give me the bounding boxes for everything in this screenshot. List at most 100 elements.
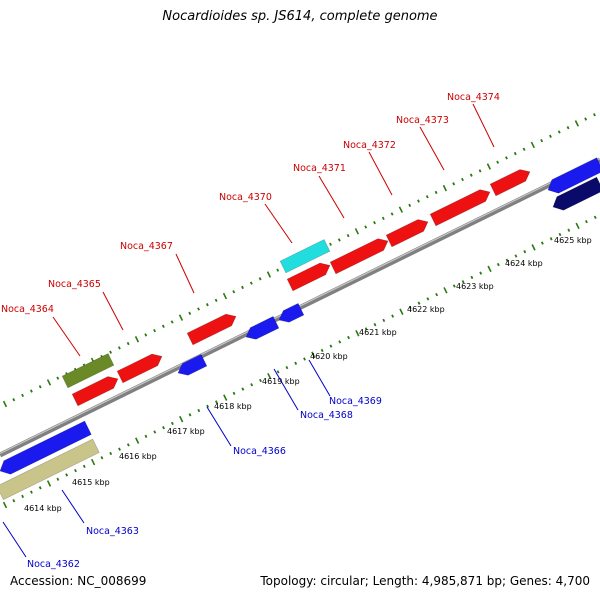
gene-label-upper[interactable]: Noca_4371: [293, 163, 346, 174]
tick-mark: [337, 238, 341, 242]
tick-mark: [329, 344, 333, 348]
accession-text: Accession: NC_008699: [10, 574, 147, 588]
tick-mark: [549, 237, 553, 241]
tick-mark: [399, 308, 404, 316]
tick-mark: [567, 228, 571, 232]
tick-mark: [391, 314, 395, 318]
tick-mark: [222, 292, 228, 300]
tick-mark: [188, 413, 192, 417]
gene-forward[interactable]: [489, 169, 531, 197]
tick-mark: [505, 156, 508, 160]
tick-mark: [197, 307, 200, 311]
lower-tick-track: [2, 215, 597, 509]
gene-forward[interactable]: [329, 238, 389, 275]
leader-line: [61, 489, 85, 524]
tick-mark: [56, 477, 60, 481]
gene-reverse[interactable]: [0, 420, 92, 475]
tick-mark: [478, 169, 482, 173]
gene-label-lower[interactable]: Noca_4362: [27, 559, 80, 570]
tick-mark: [479, 271, 483, 275]
kbp-label: 4616 kbp: [119, 452, 157, 461]
tick-mark: [347, 335, 350, 340]
gene-reverse[interactable]: [547, 157, 600, 194]
tick-mark: [425, 195, 429, 199]
map-title: Nocardioides sp. JS614, complete genome: [162, 9, 438, 24]
tick-mark: [373, 221, 376, 225]
tick-mark: [214, 298, 218, 303]
gene-forward[interactable]: [286, 262, 331, 292]
gene-label-upper[interactable]: Noca_4370: [219, 192, 272, 203]
tick-mark: [214, 400, 218, 404]
gene-label-upper[interactable]: Noca_4364: [1, 304, 54, 315]
gene-forward[interactable]: [429, 189, 491, 227]
tick-mark: [584, 219, 588, 224]
tick-mark: [144, 434, 148, 438]
tick-mark: [178, 314, 184, 321]
tick-mark: [223, 394, 228, 401]
kbp-label: 4622 kbp: [407, 305, 445, 314]
kbp-label: 4620 kbp: [310, 352, 348, 361]
gene-forward[interactable]: [71, 376, 119, 407]
gene-feature-cyan[interactable]: [279, 239, 331, 274]
gene-label-lower[interactable]: Noca_4363: [86, 526, 139, 537]
gene-reverse[interactable]: [278, 302, 305, 323]
leader-line: [273, 368, 299, 411]
kbp-label: 4624 kbp: [505, 259, 543, 268]
gene-reverse[interactable]: [245, 316, 280, 340]
gene-label-lower[interactable]: Noca_4369: [329, 396, 382, 407]
leader-line: [419, 126, 445, 171]
topology-text: Topology: circular; Length: 4,985,871 bp…: [260, 574, 590, 588]
tick-mark: [434, 190, 438, 195]
tick-mark: [126, 443, 130, 447]
leader-line: [2, 521, 27, 558]
gene-feature-rna[interactable]: [61, 353, 115, 389]
gene-feature-tan[interactable]: [0, 438, 100, 501]
kbp-label: 4618 kbp: [214, 402, 252, 411]
tick-mark: [303, 357, 306, 361]
tick-mark: [82, 464, 86, 469]
gene-forward[interactable]: [116, 353, 163, 384]
kbp-label: 4623 kbp: [456, 282, 494, 291]
tick-mark: [496, 160, 500, 164]
gene-label-upper[interactable]: Noca_4373: [396, 115, 449, 126]
kbp-label: 4617 kbp: [167, 427, 205, 436]
gene-forward[interactable]: [385, 219, 429, 248]
tick-mark: [232, 290, 236, 294]
tick-mark: [329, 242, 332, 246]
tick-mark: [496, 262, 500, 267]
gene-forward[interactable]: [186, 313, 237, 346]
leader-line: [175, 253, 195, 294]
leader-line: [102, 291, 124, 331]
tick-mark: [364, 327, 368, 331]
gene-label-upper[interactable]: Noca_4367: [120, 241, 173, 252]
gene-label-upper[interactable]: Noca_4365: [48, 279, 101, 290]
gene-label-lower[interactable]: Noca_4368: [300, 410, 353, 421]
tick-mark: [21, 494, 25, 499]
gene-label-lower[interactable]: Noca_4366: [233, 446, 286, 457]
tick-mark: [30, 490, 33, 494]
tick-mark: [354, 228, 360, 235]
gene-reverse[interactable]: [552, 176, 600, 211]
tick-mark: [12, 499, 16, 503]
gene-reverse[interactable]: [177, 353, 208, 376]
tick-mark: [523, 250, 527, 254]
tick-mark: [170, 320, 174, 324]
tick-mark: [443, 287, 448, 294]
tick-mark: [109, 350, 112, 354]
leader-line: [52, 316, 81, 357]
gene-label-upper[interactable]: Noca_4374: [447, 92, 500, 103]
kbp-label: 4614 kbp: [24, 504, 62, 513]
tick-mark: [452, 284, 456, 288]
tick-mark: [355, 330, 360, 337]
kbp-label: 4625 kbp: [554, 236, 592, 245]
gene-label-upper[interactable]: Noca_4372: [343, 140, 396, 151]
tick-mark: [382, 318, 386, 323]
tick-mark: [117, 346, 121, 350]
tick-mark: [381, 216, 385, 221]
tick-mark: [461, 280, 465, 284]
tick-mark: [531, 244, 536, 251]
tick-mark: [320, 348, 324, 353]
tick-mark: [46, 480, 52, 487]
tick-mark: [38, 486, 42, 490]
tick-mark: [574, 120, 579, 127]
